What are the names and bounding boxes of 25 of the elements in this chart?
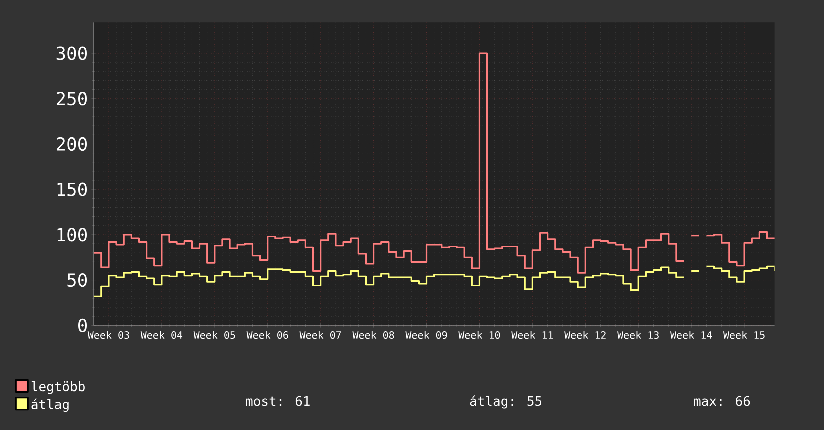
x-tick-label: Week 09 bbox=[406, 331, 448, 340]
x-tick-label: Week 03 bbox=[88, 331, 130, 340]
text: most: 61 bbox=[246, 396, 310, 406]
x-tick-label: Week 06 bbox=[246, 331, 288, 340]
x-tick-label: Week 13 bbox=[618, 331, 659, 340]
y-tick-label: 150 bbox=[58, 182, 88, 196]
y-tick-label: 100 bbox=[58, 228, 88, 242]
x-tick-label: Week 12 bbox=[564, 331, 606, 340]
legend-label: legtöbb bbox=[32, 381, 85, 394]
x-tick-label: Week 14 bbox=[670, 331, 712, 340]
y-tick-label: 0 bbox=[78, 318, 88, 332]
x-tick-label: Week 08 bbox=[352, 331, 394, 340]
y-tick-label: 50 bbox=[68, 273, 88, 288]
legend-label: átlag bbox=[32, 398, 69, 412]
x-tick-label: Week 04 bbox=[140, 331, 183, 340]
text: átlag: 55 bbox=[470, 396, 542, 409]
x-tick-label: Week 11 bbox=[512, 331, 554, 340]
y-tick-label: 300 bbox=[56, 46, 88, 60]
y-tick-label: 200 bbox=[56, 137, 88, 152]
x-tick-label: Week 05 bbox=[194, 331, 236, 340]
x-tick-label: Week 07 bbox=[300, 331, 342, 340]
x-tick-label: Week 15 bbox=[723, 331, 765, 340]
text: max: 66 bbox=[694, 396, 750, 406]
y-tick-label: 250 bbox=[56, 92, 88, 106]
x-tick-label: Week 10 bbox=[458, 331, 500, 340]
